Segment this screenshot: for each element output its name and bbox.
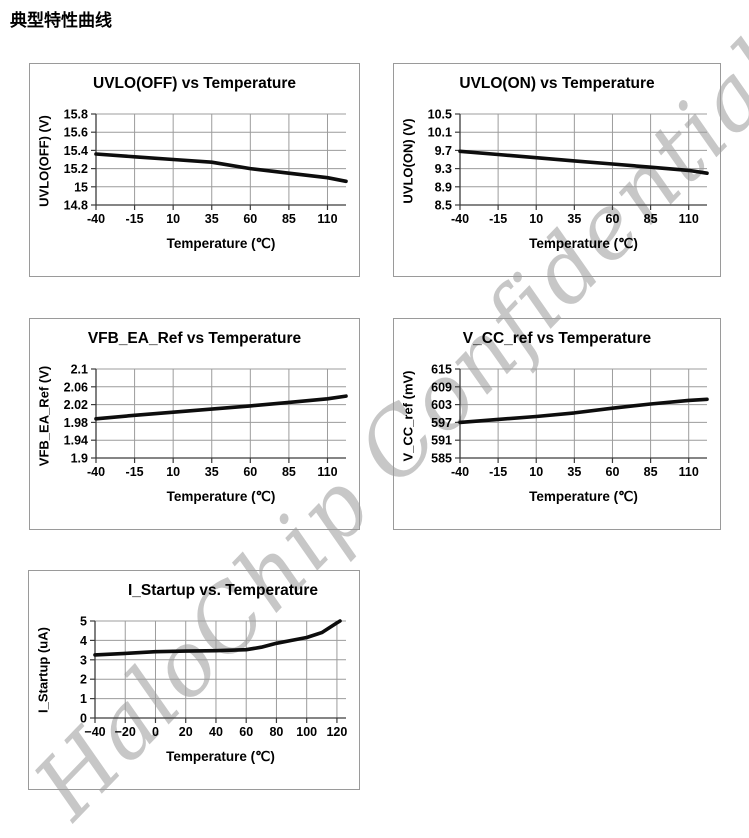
x-tick-label: 110 xyxy=(679,212,699,226)
x-tick-label: 100 xyxy=(296,725,317,739)
x-tick-label: 35 xyxy=(205,465,219,479)
y-tick-label: 14.8 xyxy=(64,199,88,213)
x-tick-label: -15 xyxy=(489,212,507,226)
y-tick-label: 5 xyxy=(80,615,87,629)
y-tick-label: 8.5 xyxy=(435,199,452,213)
y-tick-label: 15.2 xyxy=(64,162,88,176)
y-tick-label: 1.98 xyxy=(64,416,88,430)
y-tick-label: 0 xyxy=(80,712,87,726)
x-axis-label: Temperature (℃) xyxy=(529,236,638,251)
x-tick-label: 10 xyxy=(166,212,180,226)
x-tick-label: 10 xyxy=(529,465,543,479)
x-tick-label: 20 xyxy=(179,725,193,739)
x-tick-label: -40 xyxy=(87,465,105,479)
x-tick-label: 85 xyxy=(282,465,296,479)
chart-panel-uvlo-off: UVLO(OFF) vs Temperature UVLO(OFF) (V) 1… xyxy=(29,63,360,277)
x-tick-label: 35 xyxy=(205,212,219,226)
x-tick-label: 60 xyxy=(243,212,257,226)
x-tick-label: 60 xyxy=(606,465,620,479)
x-tick-label: 85 xyxy=(282,212,296,226)
x-tick-label: 40 xyxy=(209,725,223,739)
chart-panel-i-startup: I_Startup vs. Temperature I_Startup (uA)… xyxy=(28,570,360,790)
x-tick-label: 85 xyxy=(644,465,658,479)
series-line-UVLO(ON) xyxy=(458,149,709,175)
chart-title: UVLO(ON) vs Temperature xyxy=(459,75,655,92)
y-tick-label: 2.06 xyxy=(64,380,88,394)
y-tick-label: 8.9 xyxy=(435,180,452,194)
plot-area: 8.5 8.9 9.3 9.7 10.1 10.5 -40 -15 10 35 60 85 110 xyxy=(428,108,709,226)
x-axis-label: Temperature (℃) xyxy=(166,236,276,251)
y-tick-label: 9.7 xyxy=(435,144,452,158)
x-tick-label: 10 xyxy=(529,212,543,226)
x-tick-label: −40 xyxy=(84,725,105,739)
y-tick-label: 15.6 xyxy=(64,126,88,140)
y-tick-label: 15.4 xyxy=(64,144,88,158)
plot-area: 585 591 597 603 609 615 -40 -15 10 35 60 85 110 xyxy=(431,363,709,479)
plot-area: 14.8 15 15.2 15.4 15.6 15.8 -40 -15 10 35 60 85 110 xyxy=(64,108,348,226)
x-axis-label: Temperature (℃) xyxy=(166,749,275,764)
x-tick-label: -40 xyxy=(87,212,105,226)
x-tick-label: 85 xyxy=(644,212,658,226)
x-tick-label: 35 xyxy=(567,465,581,479)
chart-title: UVLO(OFF) vs Temperature xyxy=(93,75,296,92)
x-tick-label: -15 xyxy=(126,212,144,226)
series-line-V_CC_ref xyxy=(458,397,709,425)
series-line-I_Startup xyxy=(93,619,342,657)
y-tick-label: 603 xyxy=(431,398,452,412)
x-tick-label: -40 xyxy=(451,465,469,479)
y-tick-label: 2.1 xyxy=(71,363,88,377)
x-tick-label: −20 xyxy=(115,725,136,739)
series-line-VFB_EA_Ref xyxy=(94,394,348,421)
y-tick-label: 2 xyxy=(80,673,87,687)
y-tick-label: 1 xyxy=(80,692,87,706)
y-tick-label: 4 xyxy=(80,634,87,648)
x-tick-label: -15 xyxy=(126,465,144,479)
chart-title: V_CC_ref vs Temperature xyxy=(462,330,652,347)
y-tick-label: 15.8 xyxy=(64,108,88,122)
y-tick-label: 2.02 xyxy=(64,398,88,412)
x-tick-label: 110 xyxy=(317,465,337,479)
y-tick-label: 3 xyxy=(80,653,87,667)
x-tick-label: 0 xyxy=(152,725,159,739)
y-tick-label: 609 xyxy=(431,380,452,394)
page-title: 典型特性曲线 xyxy=(10,11,112,30)
y-tick-label: 1.94 xyxy=(64,434,88,448)
plot-area: 0 1 2 3 4 5 −40 −20 0 20 40 60 80 100 120 xyxy=(80,615,347,739)
y-tick-label: 9.3 xyxy=(435,162,452,176)
x-tick-label: 35 xyxy=(567,212,581,226)
chart-title: VFB_EA_Ref vs Temperature xyxy=(87,330,302,347)
x-axis-label: Temperature (℃) xyxy=(529,489,638,504)
y-tick-label: 591 xyxy=(431,434,452,448)
series-line-UVLO(OFF) xyxy=(94,152,348,184)
x-tick-label: 10 xyxy=(166,465,180,479)
x-tick-label: 60 xyxy=(239,725,253,739)
chart-panel-vcc-ref: V_CC_ref vs Temperature V_CC_ref (mV) 58… xyxy=(393,318,721,530)
y-tick-label: 597 xyxy=(431,416,452,430)
x-tick-label: 110 xyxy=(317,212,337,226)
x-tick-label: 60 xyxy=(606,212,620,226)
chart-title: I_Startup vs. Temperature xyxy=(127,582,319,599)
plot-area: 1.9 1.94 1.98 2.02 2.06 2.1 -40 -15 10 35 60 85 110 xyxy=(64,363,348,479)
x-tick-label: 120 xyxy=(326,725,347,739)
chart-panel-uvlo-on: UVLO(ON) vs Temperature UVLO(ON) (V) 8.5… xyxy=(393,63,721,277)
chart-panel-vfb-ea-ref: VFB_EA_Ref vs Temperature VFB_EA_Ref (V)… xyxy=(29,318,360,530)
x-tick-label: -40 xyxy=(451,212,469,226)
x-tick-label: 80 xyxy=(269,725,283,739)
y-tick-label: 585 xyxy=(431,452,452,466)
x-tick-label: 110 xyxy=(679,465,699,479)
x-tick-label: 60 xyxy=(243,465,257,479)
y-tick-label: 10.1 xyxy=(428,126,452,140)
x-axis-label: Temperature (℃) xyxy=(166,489,276,504)
y-tick-label: 10.5 xyxy=(428,108,452,122)
y-tick-label: 615 xyxy=(431,363,452,377)
y-tick-label: 15 xyxy=(74,180,88,194)
y-tick-label: 1.9 xyxy=(71,452,88,466)
x-tick-label: -15 xyxy=(489,465,507,479)
